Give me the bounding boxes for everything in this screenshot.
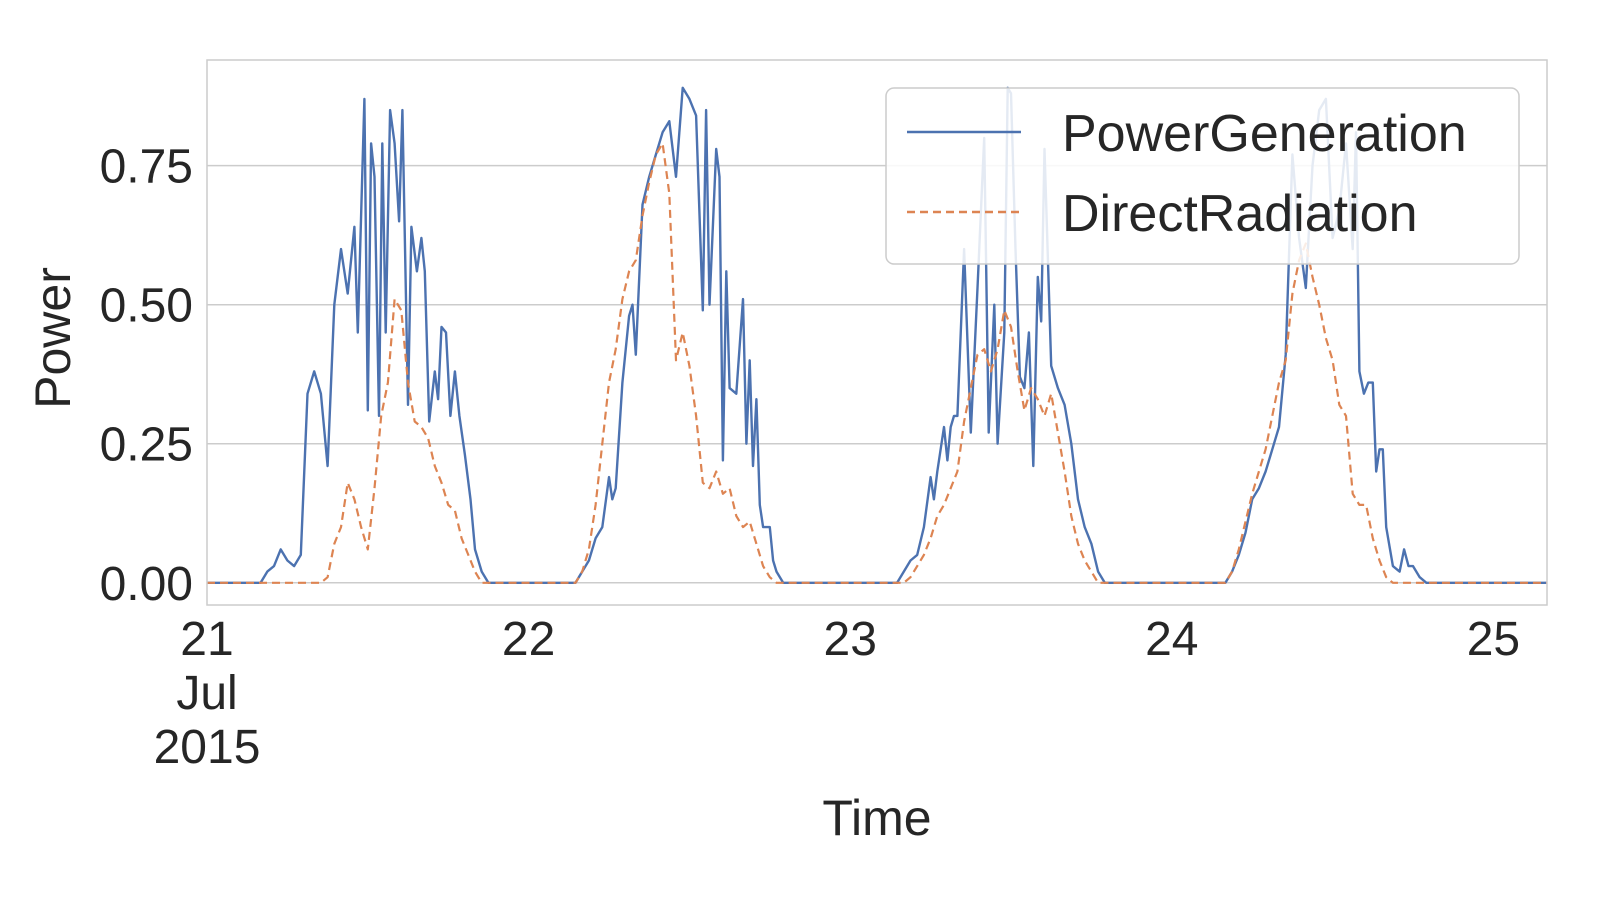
y-tick-label: 0.25: [100, 419, 193, 472]
series-line-directradiation: [207, 142, 1547, 584]
legend-label: PowerGeneration: [1062, 105, 1467, 163]
x-tick-label: Jul: [176, 667, 237, 720]
legend-label: DirectRadiation: [1062, 185, 1418, 243]
y-axis-label: Power: [25, 267, 81, 409]
series-line-powergeneration: [207, 86, 1547, 584]
x-tick-label: 24: [1145, 613, 1198, 666]
series-layer: [207, 86, 1547, 584]
y-tick-label: 0.75: [100, 141, 193, 194]
x-axis-label: Time: [822, 790, 931, 846]
x-tick-label: 2015: [154, 721, 261, 774]
plot-frame: [206, 59, 1548, 606]
x-tick-label: 23: [824, 613, 877, 666]
x-tick-label: 21: [180, 613, 233, 666]
legend-box: [885, 87, 1520, 265]
y-tick-label: 0.00: [100, 558, 193, 611]
y-axis: 0.00 0.25 0.50 0.75: [100, 141, 193, 611]
legend: PowerGeneration DirectRadiation: [885, 87, 1520, 265]
x-tick-label: 25: [1467, 613, 1520, 666]
y-tick-label: 0.50: [100, 280, 193, 333]
x-tick-label: 22: [502, 613, 555, 666]
